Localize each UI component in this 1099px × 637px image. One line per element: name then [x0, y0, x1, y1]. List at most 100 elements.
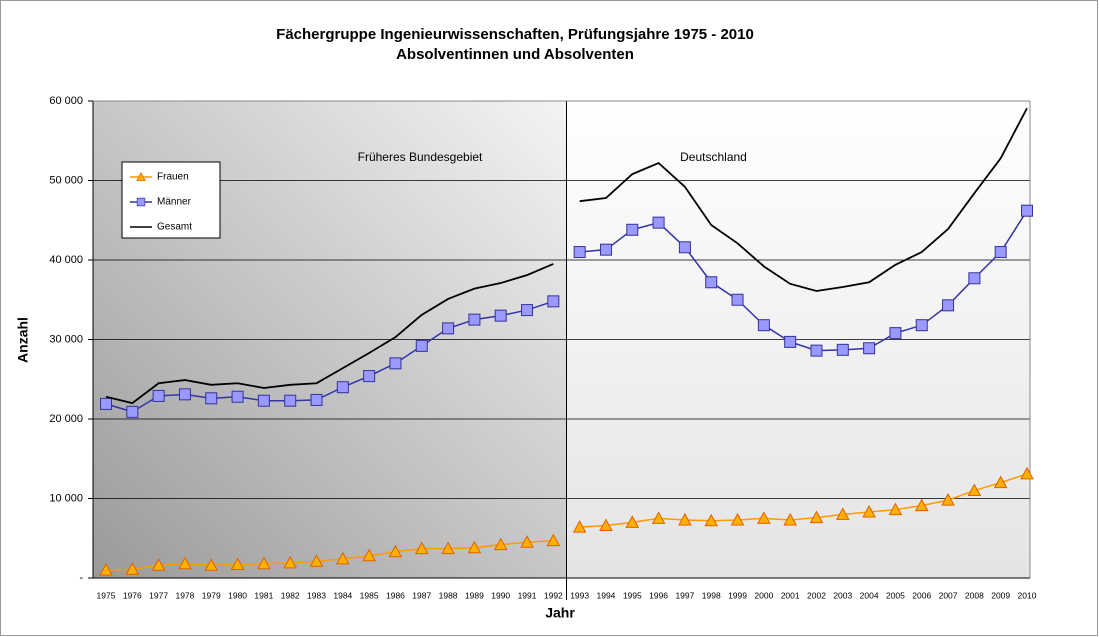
- marker: [547, 295, 560, 308]
- series: [99, 107, 1034, 576]
- x-tick-label: 2010: [1018, 590, 1037, 600]
- marker: [520, 535, 534, 548]
- x-tick-label: 1980: [228, 590, 247, 600]
- marker: [599, 243, 612, 256]
- marker: [151, 558, 166, 571]
- x-tick-label: 1994: [597, 590, 616, 600]
- marker: [494, 309, 507, 322]
- marker: [888, 502, 903, 516]
- marker: [257, 556, 271, 570]
- x-tick-label: 2000: [754, 590, 773, 600]
- marker: [835, 507, 850, 520]
- marker: [152, 389, 165, 402]
- series-line: [579, 107, 1028, 292]
- marker: [889, 327, 902, 340]
- marker: [310, 393, 323, 406]
- x-tick-label: 2006: [912, 590, 931, 600]
- plot-background: Früheres Bundesgebiet Deutschland: [93, 101, 1030, 600]
- marker: [99, 563, 113, 576]
- marker: [625, 515, 640, 528]
- marker: [178, 556, 192, 570]
- x-tick-label: 2003: [833, 590, 852, 600]
- marker: [442, 322, 455, 335]
- marker: [493, 537, 508, 551]
- legend-marker: [136, 172, 146, 181]
- region-label: Deutschland: [680, 150, 747, 164]
- marker: [335, 551, 350, 565]
- x-tick-label: 2007: [939, 590, 958, 600]
- x-tick-label: 2005: [886, 590, 905, 600]
- marker: [652, 216, 665, 229]
- marker: [468, 313, 481, 326]
- marker: [651, 511, 666, 524]
- x-tick-label: 1982: [281, 590, 300, 600]
- x-tick-label: 1983: [307, 590, 326, 600]
- marker: [336, 381, 349, 394]
- x-tick-label: 1990: [491, 590, 510, 600]
- y-tick-label: 10 000: [49, 492, 83, 504]
- legend-label: Männer: [157, 197, 192, 208]
- x-tick-label: 1978: [175, 590, 194, 600]
- marker: [705, 276, 718, 289]
- marker: [967, 483, 982, 497]
- marker: [1020, 466, 1034, 480]
- region-label: Früheres Bundesgebiet: [358, 150, 483, 164]
- marker: [441, 541, 455, 555]
- x-tick-label: 2002: [807, 590, 826, 600]
- marker: [284, 394, 297, 407]
- x-tick-label: 1991: [518, 590, 537, 600]
- marker: [414, 541, 429, 555]
- legend: Frauen Männer Gesamt: [121, 161, 221, 239]
- grid: - 10 000 20 000 30 000 40 000 50 000 60 000 197…: [49, 95, 1036, 600]
- series-line: [105, 539, 554, 571]
- x-tick-label: 1985: [360, 590, 379, 600]
- marker: [283, 555, 298, 569]
- y-tick-label: 60 000: [49, 95, 83, 107]
- marker: [968, 272, 981, 285]
- marker: [178, 388, 191, 401]
- marker: [573, 246, 586, 259]
- marker: [914, 498, 929, 512]
- marker: [389, 357, 402, 370]
- x-tick-label: 2008: [965, 590, 984, 600]
- marker: [915, 319, 928, 332]
- x-tick-label: 1996: [649, 590, 668, 600]
- marker: [415, 339, 428, 352]
- x-tick-label: 1997: [675, 590, 694, 600]
- y-tick-label: -: [79, 572, 83, 584]
- x-tick-label: 1979: [202, 590, 221, 600]
- x-tick-label: 1992: [544, 590, 563, 600]
- marker: [572, 520, 587, 533]
- marker: [521, 304, 534, 317]
- marker: [994, 246, 1007, 259]
- legend-label: Gesamt: [157, 222, 192, 233]
- marker: [862, 504, 876, 518]
- marker: [678, 241, 691, 254]
- x-tick-label: 2004: [860, 590, 879, 600]
- marker: [599, 518, 613, 532]
- chart-subtitle: Absolventinnen und Absolventen: [396, 46, 634, 63]
- marker: [730, 512, 745, 526]
- x-tick-label: 1987: [412, 590, 431, 600]
- x-tick-label: 1988: [439, 590, 458, 600]
- marker: [257, 394, 270, 407]
- series-line: [579, 473, 1028, 528]
- marker: [363, 370, 376, 383]
- marker: [231, 390, 244, 403]
- x-tick-label: 2009: [991, 590, 1010, 600]
- marker: [678, 512, 692, 526]
- marker: [757, 511, 771, 524]
- marker: [783, 512, 798, 526]
- x-tick-label: 2001: [781, 590, 800, 600]
- marker: [204, 558, 219, 571]
- marker: [1021, 204, 1033, 217]
- marker: [309, 554, 324, 567]
- x-axis-label: Jahr: [545, 605, 575, 621]
- x-tick-label: 1993: [570, 590, 589, 600]
- x-tick-label: 1984: [333, 590, 352, 600]
- marker: [941, 493, 955, 506]
- x-tick-label: 1977: [149, 590, 168, 600]
- x-tick-label: 1998: [702, 590, 721, 600]
- x-tick-label: 1976: [123, 590, 142, 600]
